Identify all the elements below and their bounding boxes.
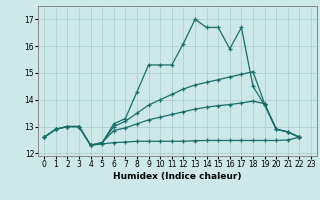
X-axis label: Humidex (Indice chaleur): Humidex (Indice chaleur)	[113, 172, 242, 181]
